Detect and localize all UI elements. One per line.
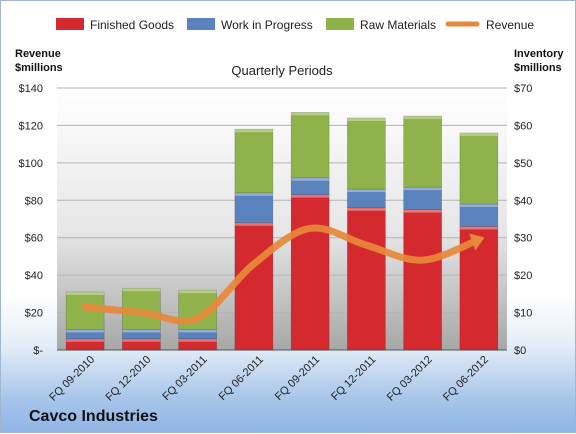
right-axis-tick-label: $0 (514, 345, 526, 357)
bar-raw-materials-highlight (235, 129, 273, 132)
bar-raw-materials-highlight (179, 290, 217, 293)
right-axis-tick-label: $30 (514, 233, 532, 245)
bar-finished-goods (235, 223, 273, 350)
bar-finished-goods-highlight (66, 339, 104, 342)
bar-finished-goods-highlight (179, 339, 217, 342)
bar-work-in-progress (235, 193, 273, 223)
bar-raw-materials-highlight (404, 116, 442, 119)
chart-title: Quarterly Periods (231, 63, 333, 78)
x-axis-tick-label: FQ 06-2012 (441, 354, 491, 404)
x-axis-tick-label: FQ 03-2011 (160, 354, 209, 403)
bar-finished-goods-highlight (235, 223, 273, 226)
x-axis-tick-label: FQ 06-2011 (217, 354, 266, 403)
legend-label-raw-materials: Raw Materials (360, 18, 436, 32)
bar-work-in-progress-highlight (235, 193, 273, 196)
bar-work-in-progress-highlight (460, 204, 498, 207)
bar-finished-goods (347, 208, 385, 350)
bar-raw-materials (460, 133, 498, 204)
left-axis-tick-label: $100 (19, 158, 43, 170)
bar-raw-materials (235, 129, 273, 193)
bar-work-in-progress-highlight (122, 329, 160, 332)
legend-swatch-work-in-progress (187, 18, 215, 30)
bar-finished-goods-highlight (460, 226, 498, 229)
right-axis-tick-label: $70 (514, 83, 532, 95)
left-axis-ticks: $140 $120 $100 $80 $60 $40 $20 $- (19, 83, 44, 357)
bar-work-in-progress-highlight (66, 329, 104, 332)
right-axis-tick-label: $10 (514, 308, 532, 320)
bar-finished-goods (291, 195, 329, 350)
bar-work-in-progress-highlight (404, 187, 442, 190)
bar-raw-materials (347, 118, 385, 189)
x-axis-tick-label: FQ 12-2011 (329, 354, 378, 403)
right-axis-tick-label: $20 (514, 270, 532, 282)
right-axis-ticks: $70 $60 $50 $40 $30 $20 $10 $0 (514, 83, 532, 357)
bar-raw-materials (404, 116, 442, 187)
bar-raw-materials-highlight (291, 112, 329, 115)
x-axis-tick-label: FQ 09-2011 (273, 354, 322, 403)
left-axis-label-line2: $millions (15, 62, 63, 74)
company-name: Cavco Industries (29, 408, 158, 425)
legend-label-work-in-progress: Work in Progress (221, 18, 313, 32)
bar-work-in-progress (460, 204, 498, 226)
left-axis-label-line1: Revenue (15, 48, 61, 60)
bar-finished-goods (404, 210, 442, 350)
bar-work-in-progress-highlight (291, 178, 329, 181)
bar-work-in-progress-highlight (179, 329, 217, 332)
x-axis-tick-label: FQ 03-2012 (385, 354, 435, 404)
left-axis-tick-label: $80 (25, 195, 43, 207)
legend-swatch-raw-materials (326, 18, 354, 30)
legend-label-finished-goods: Finished Goods (90, 18, 174, 32)
legend: Finished Goods Work in Progress Raw Mate… (56, 18, 534, 32)
bar-finished-goods-highlight (291, 195, 329, 198)
bar-raw-materials-highlight (66, 292, 104, 295)
bar-finished-goods-highlight (347, 208, 385, 211)
left-axis-tick-label: $20 (25, 308, 43, 320)
bar-finished-goods-highlight (122, 339, 160, 342)
bar-raw-materials-highlight (347, 118, 385, 121)
right-axis-tick-label: $50 (514, 158, 532, 170)
left-axis-tick-label: $40 (25, 270, 43, 282)
right-axis-label-line1: Inventory (514, 48, 564, 60)
legend-swatch-finished-goods (56, 18, 84, 30)
x-axis-tick-label: FQ 12-2010 (104, 354, 154, 404)
left-axis-tick-label: $- (33, 345, 43, 357)
right-axis-label-line2: $millions (514, 62, 562, 74)
right-axis-tick-label: $60 (514, 120, 532, 132)
left-axis-tick-label: $140 (19, 83, 43, 95)
left-axis-tick-label: $120 (19, 120, 43, 132)
bar-raw-materials (291, 112, 329, 178)
x-axis-tick-label: FQ 09-2010 (47, 354, 97, 404)
bar-raw-materials-highlight (122, 288, 160, 291)
bar-work-in-progress (404, 187, 442, 209)
bar-finished-goods-highlight (404, 210, 442, 213)
bar-raw-materials-highlight (460, 133, 498, 136)
left-axis-tick-label: $60 (25, 233, 43, 245)
legend-label-revenue: Revenue (486, 18, 534, 32)
right-axis-tick-label: $40 (514, 195, 532, 207)
bar-work-in-progress-highlight (347, 189, 385, 192)
